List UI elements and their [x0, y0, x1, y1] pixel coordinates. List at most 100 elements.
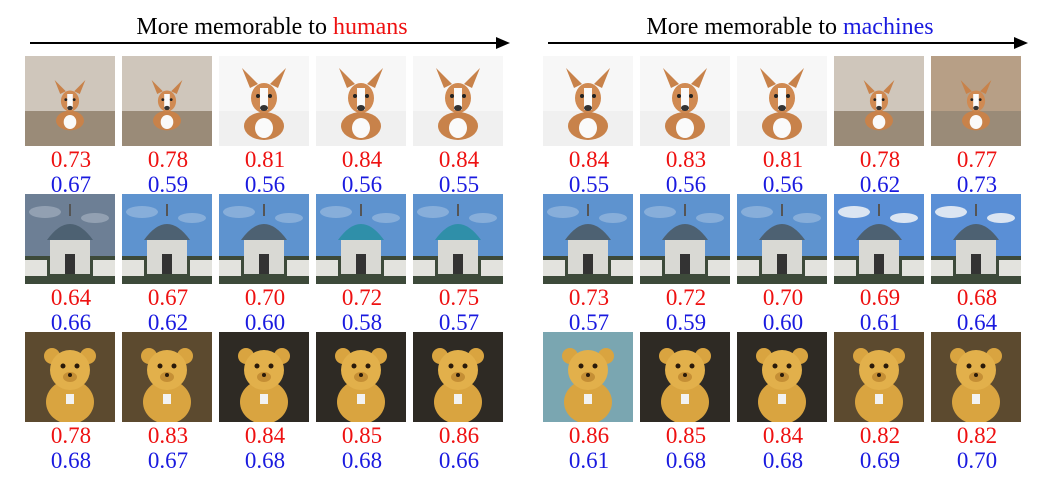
dog-thumbnail: [316, 56, 406, 146]
dog-thumbnail: [543, 56, 633, 146]
panel-humans: More memorable to humans 0.73 0.67: [22, 0, 522, 489]
human-score: 0.78: [50, 423, 92, 448]
image-cell: 0.72 0.58: [316, 194, 408, 334]
image-cell: 0.70 0.60: [737, 194, 829, 334]
teddy-bear-thumbnail: [543, 332, 633, 422]
teddy-bear-thumbnail: [834, 332, 924, 422]
image-row-teddy-bear: 0.86 0.61 0.85 0.68 0.84 0.68: [540, 332, 1040, 473]
human-score: 0.70: [762, 285, 804, 310]
image-cell: 0.82 0.69: [834, 332, 926, 472]
dog-thumbnail: [834, 56, 924, 146]
human-score: 0.72: [341, 285, 383, 310]
machine-score: 0.60: [244, 310, 286, 335]
domed-building-thumbnail: [122, 194, 212, 284]
image-cell: 0.85 0.68: [316, 332, 408, 472]
machine-score: 0.56: [341, 172, 383, 197]
image-cell: 0.78 0.59: [122, 56, 214, 196]
image-grid: 0.84 0.55 0.83 0.56 0.81 0.56: [540, 56, 1040, 473]
machine-score: 0.66: [50, 310, 92, 335]
human-score: 0.84: [762, 423, 804, 448]
image-cell: 0.73 0.67: [25, 56, 117, 196]
machine-score: 0.70: [956, 448, 998, 473]
human-score: 0.67: [147, 285, 189, 310]
machine-score: 0.67: [147, 448, 189, 473]
image-row-domed-building: 0.64 0.66 0.67 0.62 0.70 0.60 0.72 0.58: [22, 194, 522, 334]
image-cell: 0.84 0.68: [219, 332, 311, 472]
domed-building-thumbnail: [834, 194, 924, 284]
image-cell: 0.86 0.61: [543, 332, 635, 472]
human-score: 0.84: [568, 147, 610, 172]
teddy-bear-thumbnail: [640, 332, 730, 422]
human-score: 0.68: [956, 285, 998, 310]
domed-building-thumbnail: [931, 194, 1021, 284]
machine-score: 0.62: [859, 172, 901, 197]
teddy-bear-thumbnail: [737, 332, 827, 422]
arrow-right-icon: [548, 37, 1028, 49]
image-cell: 0.84 0.56: [316, 56, 408, 196]
machine-score: 0.68: [341, 448, 383, 473]
image-cell: 0.84 0.55: [543, 56, 635, 196]
machine-score: 0.56: [762, 172, 804, 197]
dog-thumbnail: [122, 56, 212, 146]
machine-score: 0.60: [762, 310, 804, 335]
human-score: 0.82: [859, 423, 901, 448]
human-score: 0.77: [956, 147, 998, 172]
machine-score: 0.61: [859, 310, 901, 335]
arrow-right-icon: [30, 37, 510, 49]
human-score: 0.84: [438, 147, 480, 172]
human-score: 0.85: [341, 423, 383, 448]
machine-score: 0.57: [438, 310, 480, 335]
human-score: 0.70: [244, 285, 286, 310]
image-cell: 0.70 0.60: [219, 194, 311, 334]
image-cell: 0.82 0.70: [931, 332, 1023, 472]
human-score: 0.69: [859, 285, 901, 310]
human-score: 0.73: [568, 285, 610, 310]
machine-score: 0.68: [762, 448, 804, 473]
panel-machines: More memorable to machines 0.84 0.55: [540, 0, 1040, 489]
image-row-teddy-bear: 0.78 0.68 0.83 0.67 0.84 0.68: [22, 332, 522, 472]
machine-score: 0.66: [438, 448, 480, 473]
image-cell: 0.67 0.62: [122, 194, 214, 334]
machine-score: 0.61: [568, 448, 610, 473]
image-cell: 0.64 0.66: [25, 194, 117, 334]
image-grid: 0.73 0.67 0.78 0.59 0.81 0.56: [22, 56, 522, 472]
teddy-bear-thumbnail: [316, 332, 406, 422]
machine-score: 0.68: [244, 448, 286, 473]
domed-building-thumbnail: [25, 194, 115, 284]
human-score: 0.85: [665, 423, 707, 448]
image-cell: 0.83 0.67: [122, 332, 214, 472]
heading-highlight: machines: [842, 14, 934, 40]
human-score: 0.86: [438, 423, 480, 448]
machine-score: 0.58: [341, 310, 383, 335]
panel-heading: More memorable to humans: [22, 14, 522, 41]
human-score: 0.73: [50, 147, 92, 172]
domed-building-thumbnail: [737, 194, 827, 284]
image-row-dog: 0.84 0.55 0.83 0.56 0.81 0.56: [540, 56, 1040, 197]
human-score: 0.81: [244, 147, 286, 172]
dog-thumbnail: [737, 56, 827, 146]
machine-score: 0.56: [665, 172, 707, 197]
dog-thumbnail: [219, 56, 309, 146]
image-cell: 0.75 0.57: [413, 194, 505, 334]
image-row-dog: 0.73 0.67 0.78 0.59 0.81 0.56: [22, 56, 522, 197]
machine-score: 0.64: [956, 310, 998, 335]
image-cell: 0.86 0.66: [413, 332, 505, 472]
image-cell: 0.78 0.62: [834, 56, 926, 196]
image-cell: 0.73 0.57: [543, 194, 635, 334]
dog-thumbnail: [25, 56, 115, 146]
human-score: 0.84: [244, 423, 286, 448]
image-row-domed-building: 0.73 0.57 0.72 0.59 0.70 0.60 0.69 0.61: [540, 194, 1040, 335]
domed-building-thumbnail: [219, 194, 309, 284]
image-cell: 0.83 0.56: [640, 56, 732, 196]
human-score: 0.72: [665, 285, 707, 310]
machine-score: 0.59: [147, 172, 189, 197]
machine-score: 0.55: [438, 172, 480, 197]
machine-score: 0.59: [665, 310, 707, 335]
human-score: 0.78: [147, 147, 189, 172]
teddy-bear-thumbnail: [25, 332, 115, 422]
image-cell: 0.69 0.61: [834, 194, 926, 334]
image-cell: 0.77 0.73: [931, 56, 1023, 196]
dog-thumbnail: [640, 56, 730, 146]
human-score: 0.81: [762, 147, 804, 172]
machine-score: 0.68: [665, 448, 707, 473]
